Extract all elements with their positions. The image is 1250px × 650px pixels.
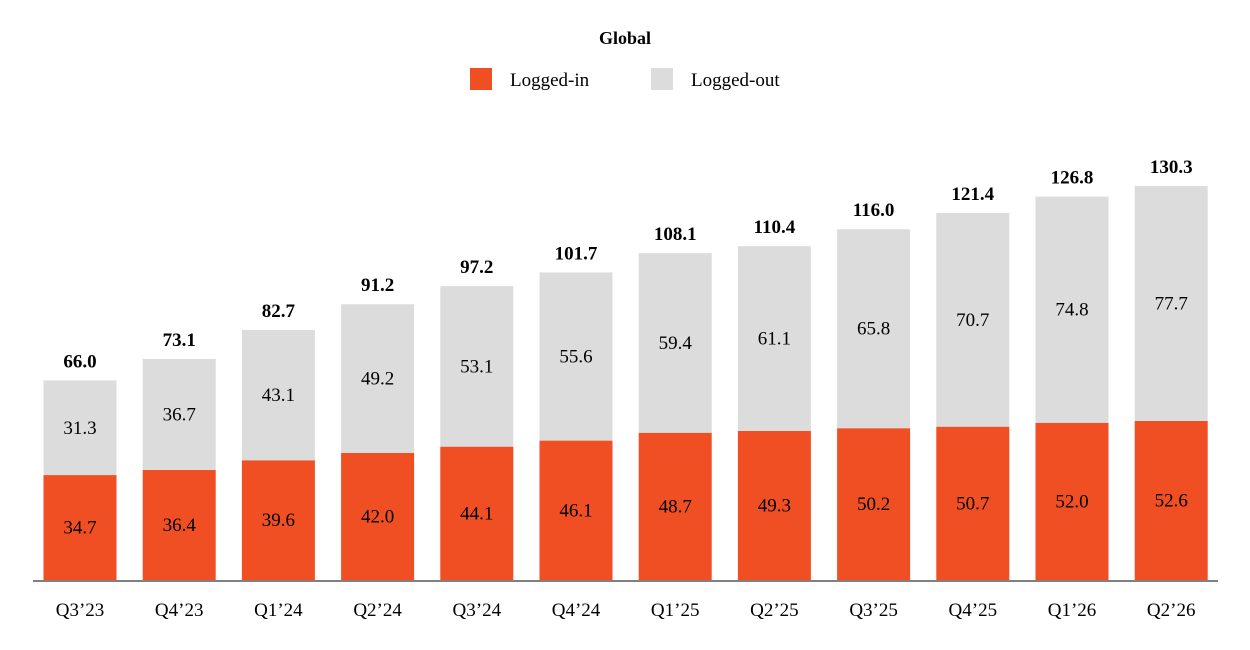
data-label-logged-in: 42.0 (361, 507, 394, 528)
total-label: 82.7 (262, 301, 296, 322)
bar-segment-logged-in (440, 446, 514, 580)
bar-segment-logged-out (638, 253, 712, 433)
bar-segment-logged-in (142, 469, 216, 580)
data-label-logged-in: 52.6 (1155, 490, 1188, 511)
bar-segment-logged-out (341, 304, 415, 453)
x-tick-label: Q4’25 (949, 600, 998, 621)
data-label-logged-in: 44.1 (460, 503, 493, 524)
data-label-logged-in: 36.4 (163, 515, 197, 536)
x-tick-label: Q2’26 (1147, 600, 1196, 621)
data-label-logged-out: 74.8 (1055, 300, 1088, 321)
x-tick-label: Q3’24 (453, 600, 502, 621)
data-label-logged-in: 34.7 (63, 518, 96, 539)
data-label-logged-in: 46.1 (559, 500, 592, 521)
x-tick-label: Q1’24 (254, 600, 303, 621)
bar-segment-logged-in (43, 475, 117, 580)
data-label-logged-in: 50.7 (956, 493, 989, 514)
bar-segment-logged-out (1134, 186, 1208, 421)
total-label: 126.8 (1051, 168, 1094, 189)
bar-segment-logged-in (638, 432, 712, 580)
x-tick-label: Q2’24 (353, 600, 402, 621)
bar-segment-logged-in (936, 426, 1010, 580)
data-label-logged-out: 31.3 (63, 418, 96, 439)
bar-segment-logged-in (1134, 420, 1208, 580)
legend-swatch-logged-in (470, 68, 492, 90)
chart-title: Global (599, 28, 651, 48)
total-label: 108.1 (654, 224, 697, 245)
data-label-logged-out: 77.7 (1155, 293, 1188, 314)
data-label-logged-in: 48.7 (659, 496, 692, 517)
labels-group: 34.7 31.3 66.0 36.4 36.7 73.1 39.6 43.1 82.7 42.0… (63, 157, 1192, 539)
bar-segment-logged-out (142, 358, 216, 470)
bar-segment-logged-out (936, 212, 1010, 427)
legend-swatch-logged-out (651, 68, 673, 90)
bar-segment-logged-in (341, 453, 415, 580)
data-label-logged-out: 61.1 (758, 329, 791, 350)
total-label: 116.0 (853, 200, 895, 221)
total-label: 73.1 (163, 330, 196, 351)
bar-segment-logged-in (1035, 422, 1109, 580)
bar-segment-logged-in (241, 460, 315, 580)
x-tick-label: Q1’26 (1048, 600, 1097, 621)
data-label-logged-out: 70.7 (956, 310, 989, 331)
data-label-logged-out: 65.8 (857, 319, 890, 340)
x-tick-labels: Q3’23 Q4’23 Q1’24 Q2’24 Q3’24 Q4’24 Q1’25 Q2’25… (56, 600, 1196, 621)
data-label-logged-out: 59.4 (659, 333, 693, 354)
bar-segment-logged-in (837, 428, 911, 580)
total-label: 121.4 (951, 184, 994, 205)
data-label-logged-out: 36.7 (163, 404, 196, 425)
x-tick-label: Q4’23 (155, 600, 204, 621)
bar-segment-logged-out (440, 286, 514, 447)
x-tick-label: Q4’24 (552, 600, 601, 621)
data-label-logged-out: 53.1 (460, 356, 493, 377)
legend-label-logged-out: Logged-out (691, 70, 780, 91)
total-label: 97.2 (460, 257, 493, 278)
bar-segment-logged-out (43, 380, 117, 476)
bar-segment-logged-out (1035, 196, 1109, 423)
total-label: 130.3 (1150, 157, 1193, 178)
data-label-logged-in: 50.2 (857, 494, 890, 515)
data-label-logged-in: 49.3 (758, 495, 791, 516)
total-label: 66.0 (63, 351, 96, 372)
x-tick-label: Q1’25 (651, 600, 700, 621)
bar-segment-logged-out (837, 229, 911, 429)
legend-label-logged-in: Logged-in (510, 70, 590, 91)
total-label: 110.4 (754, 217, 796, 238)
x-tick-label: Q3’23 (56, 600, 105, 621)
bars-group (43, 186, 1208, 580)
bar-segment-logged-in (737, 430, 811, 580)
data-label-logged-out: 49.2 (361, 369, 394, 390)
total-label: 91.2 (361, 275, 394, 296)
total-label: 101.7 (555, 243, 598, 264)
legend: Logged-in Logged-out (470, 68, 780, 91)
data-label-logged-in: 52.0 (1055, 491, 1088, 512)
data-label-logged-in: 39.6 (262, 510, 295, 531)
bar-segment-logged-in (539, 440, 613, 580)
x-tick-label: Q2’25 (750, 600, 799, 621)
data-label-logged-out: 55.6 (559, 347, 592, 368)
bar-segment-logged-out (737, 246, 811, 431)
bar-segment-logged-out (241, 329, 315, 461)
bar-segment-logged-out (539, 272, 613, 441)
data-label-logged-out: 43.1 (262, 385, 295, 406)
x-tick-label: Q3’25 (849, 600, 898, 621)
